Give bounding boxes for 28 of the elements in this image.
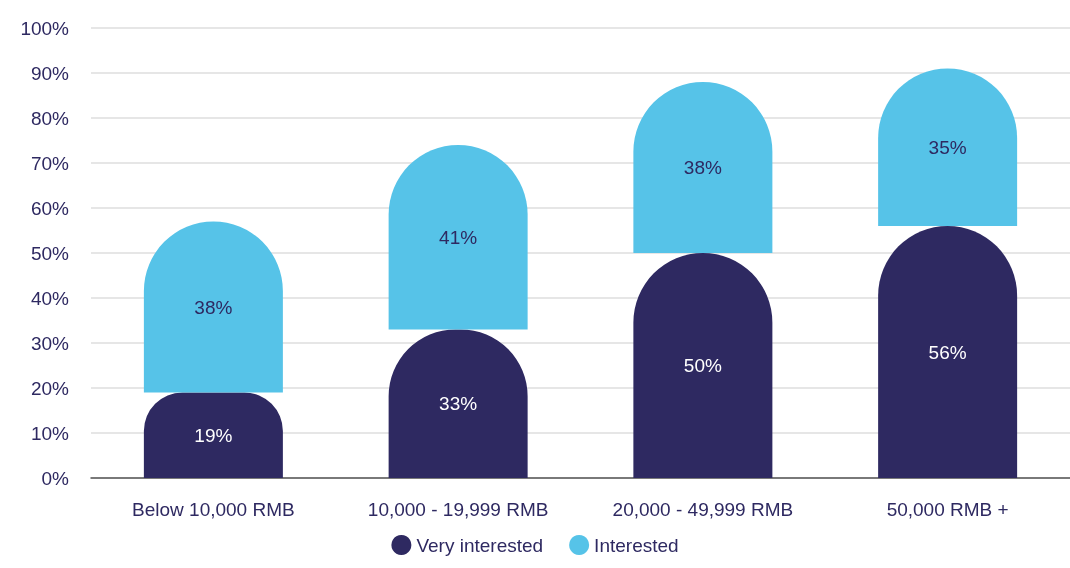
y-tick-label: 40% — [30, 287, 70, 309]
data-label: 56% — [928, 341, 967, 363]
y-tick-label: 60% — [30, 197, 70, 219]
x-tick-label: 10,000 - 19,999 RMB — [367, 499, 549, 520]
x-tick-label: Below 10,000 RMB — [132, 499, 295, 520]
data-label: 33% — [439, 393, 478, 415]
x-tick-label: 50,000 RMB + — [886, 499, 1009, 520]
y-tick-label: 90% — [30, 62, 70, 84]
data-label: 38% — [683, 157, 722, 178]
y-tick-label: 70% — [30, 152, 70, 174]
legend-label: Interested — [594, 534, 679, 556]
y-tick-label: 20% — [30, 377, 70, 399]
bar — [633, 253, 773, 478]
bar — [143, 392, 283, 478]
y-tick-label: 50% — [30, 242, 70, 264]
y-tick-label: 30% — [30, 332, 70, 354]
data-label: 41% — [439, 226, 478, 248]
y-tick-label: 0% — [41, 467, 70, 489]
data-label: 19% — [194, 424, 233, 446]
data-label: 35% — [928, 136, 967, 158]
y-tick-label: 100% — [20, 17, 70, 39]
y-tick-label: 80% — [30, 107, 70, 129]
x-tick-label: 20,000 - 49,999 RMB — [612, 499, 794, 520]
legend-label: Very interested — [416, 534, 544, 556]
data-label: 50% — [683, 355, 722, 376]
data-label: 38% — [194, 296, 233, 318]
bar — [878, 226, 1018, 478]
y-tick-label: 10% — [30, 422, 70, 444]
